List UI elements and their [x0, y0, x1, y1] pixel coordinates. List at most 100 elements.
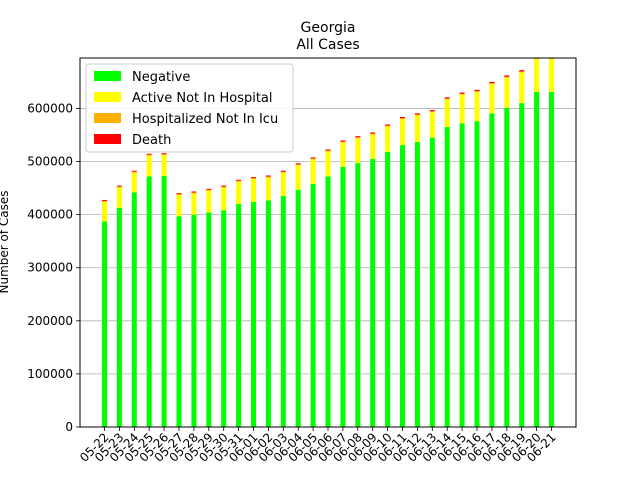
bar-death — [444, 97, 450, 99]
bar-death — [310, 157, 316, 159]
bar-active-not-in-hospital — [161, 155, 167, 176]
bar-death — [414, 113, 420, 115]
bar-hospitalized-not-in-icu — [504, 76, 510, 78]
bar-death — [400, 117, 405, 119]
bar-negative — [146, 176, 152, 427]
bar-negative — [191, 214, 197, 427]
bar-death — [102, 199, 107, 201]
bar-negative — [251, 201, 256, 427]
bar-death — [221, 185, 227, 187]
bar-negative — [489, 113, 495, 427]
bar-active-not-in-hospital — [146, 155, 152, 177]
bar-active-not-in-hospital — [340, 142, 346, 167]
bar-active-not-in-hospital — [310, 159, 316, 184]
bar-death — [519, 70, 525, 72]
bar-negative — [340, 166, 346, 427]
bar-active-not-in-hospital — [519, 72, 525, 104]
legend-entry: Death — [132, 133, 171, 148]
bar-death — [206, 188, 212, 190]
bar-hospitalized-not-in-icu — [340, 141, 346, 143]
bar-active-not-in-hospital — [191, 193, 197, 215]
bar-active-not-in-hospital — [489, 84, 495, 114]
bar-negative — [131, 192, 137, 427]
bar-active-not-in-hospital — [385, 126, 391, 152]
bar-hospitalized-not-in-icu — [265, 176, 271, 178]
bar-negative — [370, 158, 376, 428]
bar-active-not-in-hospital — [429, 112, 435, 138]
bar-death — [280, 170, 286, 172]
bar-negative — [102, 221, 107, 427]
bar-negative — [519, 103, 525, 428]
bar-hospitalized-not-in-icu — [131, 171, 137, 173]
bar-hospitalized-not-in-icu — [414, 114, 420, 116]
bar-hospitalized-not-in-icu — [489, 83, 495, 85]
bar-active-not-in-hospital — [414, 115, 420, 142]
bar-hospitalized-not-in-icu — [161, 154, 167, 156]
chart-title: Georgia — [301, 20, 356, 36]
bar-active-not-in-hospital — [236, 181, 242, 205]
chart-subtitle: All Cases — [296, 37, 359, 53]
bar-death — [295, 163, 301, 165]
bar-active-not-in-hospital — [534, 59, 540, 92]
bar-death — [355, 136, 361, 138]
bar-active-not-in-hospital — [251, 179, 256, 202]
bar-active-not-in-hospital — [102, 201, 107, 222]
bar-hospitalized-not-in-icu — [295, 164, 301, 166]
bar-active-not-in-hospital — [206, 190, 212, 213]
bar-active-not-in-hospital — [265, 177, 271, 201]
bar-negative — [414, 141, 420, 428]
y-tick-label: 600000 — [27, 101, 73, 115]
bar-hospitalized-not-in-icu — [459, 93, 465, 95]
bar-hospitalized-not-in-icu — [116, 186, 122, 188]
bar-negative — [534, 91, 540, 427]
bar-death — [429, 110, 435, 112]
bar-active-not-in-hospital — [295, 165, 301, 190]
y-tick-label: 400000 — [27, 208, 73, 222]
bar-active-not-in-hospital — [116, 187, 122, 208]
bar-active-not-in-hospital — [176, 194, 182, 217]
bar-active-not-in-hospital — [355, 138, 361, 164]
bar-negative — [549, 91, 554, 427]
bar-hospitalized-not-in-icu — [534, 58, 540, 60]
bar-hospitalized-not-in-icu — [474, 91, 480, 92]
bar-death — [131, 170, 137, 172]
bar-death — [236, 179, 242, 181]
bar-active-not-in-hospital — [370, 134, 376, 159]
bar-active-not-in-hospital — [280, 172, 286, 197]
bar-hospitalized-not-in-icu — [221, 186, 227, 188]
bar-death — [370, 132, 376, 134]
legend-swatch — [94, 71, 121, 81]
bar-negative — [116, 207, 122, 427]
bar-negative — [176, 216, 182, 427]
bar-death — [489, 81, 495, 84]
y-axis-ticks: 0 100000 200000 300000 400000 500000 600000 — [27, 101, 80, 434]
bar-hospitalized-not-in-icu — [325, 150, 331, 152]
bar-negative — [310, 183, 316, 427]
bar-death — [385, 124, 391, 126]
bar-negative — [444, 127, 450, 428]
bar-negative — [355, 163, 361, 427]
bar-active-not-in-hospital — [504, 77, 510, 108]
bar-hospitalized-not-in-icu — [102, 200, 107, 202]
bar-active-not-in-hospital — [131, 172, 137, 193]
bar-hospitalized-not-in-icu — [429, 111, 435, 113]
bar-death — [251, 177, 256, 179]
bar-hospitalized-not-in-icu — [176, 194, 182, 195]
bar-death — [116, 185, 122, 187]
bar-death — [265, 175, 271, 177]
legend-entry: Hospitalized Not In Icu — [132, 112, 278, 127]
legend-swatch — [94, 92, 121, 102]
bar-hospitalized-not-in-icu — [280, 171, 286, 173]
y-tick-label: 500000 — [27, 155, 73, 169]
bar-negative — [295, 189, 301, 427]
legend-entry: Active Not In Hospital — [132, 91, 273, 106]
legend-box — [85, 63, 294, 153]
bar-hospitalized-not-in-icu — [385, 125, 391, 127]
bar-death — [191, 191, 197, 193]
bar-death — [504, 75, 510, 77]
bar-hospitalized-not-in-icu — [251, 178, 256, 180]
legend-swatch — [94, 134, 121, 144]
bar-hospitalized-not-in-icu — [400, 118, 405, 120]
y-tick-label: 300000 — [27, 261, 73, 275]
bar-negative — [161, 175, 167, 427]
